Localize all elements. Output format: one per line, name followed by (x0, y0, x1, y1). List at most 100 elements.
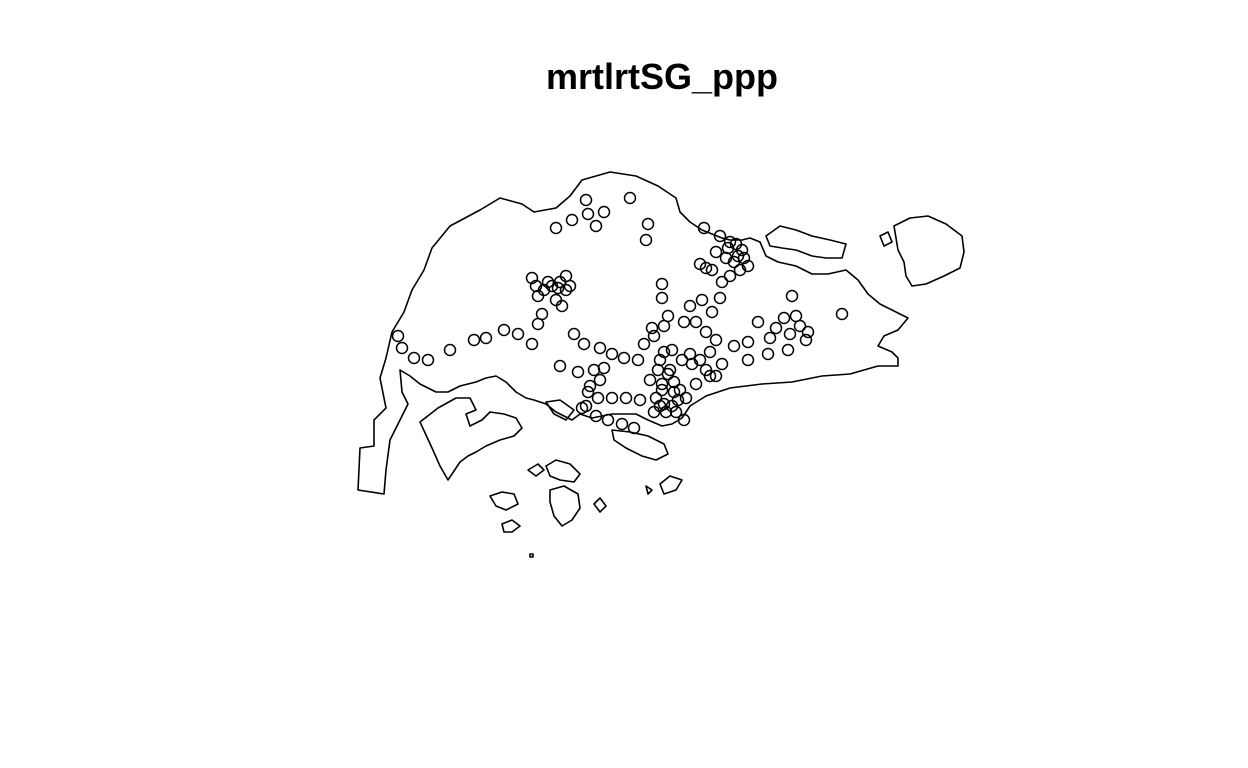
station-point (783, 327, 797, 341)
station-point (709, 333, 723, 347)
station-point (531, 317, 545, 331)
station-point (555, 299, 569, 313)
station-point (553, 359, 567, 373)
station-point (597, 361, 611, 375)
station-point (649, 391, 663, 405)
station-point (705, 305, 719, 319)
station-point (587, 363, 601, 377)
station-point (567, 327, 581, 341)
station-point (763, 331, 777, 345)
station-point (723, 235, 737, 249)
station-point (721, 241, 735, 255)
station-point (597, 205, 611, 219)
station-point (667, 385, 681, 399)
jurong-islet-outline (545, 399, 575, 421)
station-point (777, 311, 791, 325)
station-point (579, 193, 593, 207)
station-point (643, 373, 657, 387)
station-point (665, 343, 679, 357)
station-point (655, 277, 669, 291)
station-point (545, 279, 559, 293)
station-point (709, 245, 723, 259)
station-point (689, 377, 703, 391)
tekong-islet-outline (879, 231, 893, 247)
station-point (655, 383, 669, 397)
station-point (683, 347, 697, 361)
station-point (737, 251, 751, 265)
station-point (705, 263, 719, 277)
southern-island-1-outline (545, 459, 581, 483)
station-point (689, 315, 703, 329)
pulau-ubin-outline (765, 225, 847, 259)
station-point (577, 337, 591, 351)
station-point (703, 345, 717, 359)
station-point (727, 339, 741, 353)
station-point (713, 291, 727, 305)
southern-island-5-outline (501, 519, 521, 533)
station-point (395, 341, 409, 355)
station-point (693, 353, 707, 367)
station-point (657, 345, 671, 359)
station-point (575, 401, 589, 415)
station-point (671, 393, 685, 407)
station-point (683, 299, 697, 313)
station-point (715, 275, 729, 289)
station-point (443, 343, 457, 357)
southern-island-4-outline (489, 491, 519, 511)
station-point (421, 353, 435, 367)
station-point (657, 397, 671, 411)
station-point (583, 379, 597, 393)
station-point (631, 353, 645, 367)
station-point (593, 341, 607, 355)
station-points (391, 191, 849, 435)
southern-island-2-outline (527, 463, 545, 477)
station-point (661, 309, 675, 323)
station-point (647, 405, 661, 419)
station-point (835, 307, 849, 321)
station-point (677, 413, 691, 427)
station-point (695, 293, 709, 307)
station-point (605, 347, 619, 361)
station-point (653, 353, 667, 367)
station-point (693, 257, 707, 271)
southern-island-3-outline (549, 485, 581, 527)
sentosa-outline (611, 429, 669, 461)
station-point (799, 333, 813, 347)
station-point (479, 331, 493, 345)
station-point (637, 337, 651, 351)
station-point (761, 347, 775, 361)
station-point (565, 213, 579, 227)
plot-title: mrtlrtSG_ppp (545, 56, 778, 97)
station-point (563, 279, 577, 293)
southern-island-8-outline (645, 485, 653, 495)
station-point (741, 259, 755, 273)
station-point (769, 321, 783, 335)
station-point (785, 289, 799, 303)
station-point (715, 357, 729, 371)
station-point (645, 321, 659, 335)
station-point (647, 329, 661, 343)
station-point (605, 391, 619, 405)
station-point (615, 417, 629, 431)
station-point (531, 289, 545, 303)
pulau-tekong-outline (893, 215, 965, 287)
southern-island-6-outline (593, 497, 607, 513)
station-point (391, 329, 405, 343)
station-point (589, 219, 603, 233)
station-point (675, 353, 689, 367)
station-point (407, 351, 421, 365)
station-point (623, 191, 637, 205)
station-point (741, 353, 755, 367)
station-point (793, 319, 807, 333)
station-point (549, 293, 563, 307)
station-point (525, 271, 539, 285)
station-point (751, 315, 765, 329)
station-point (541, 275, 555, 289)
station-point (703, 369, 717, 383)
station-point (633, 393, 647, 407)
station-point (467, 333, 481, 347)
station-point (593, 373, 607, 387)
station-point (627, 421, 641, 435)
station-point (641, 217, 655, 231)
main-island-outline (357, 171, 909, 495)
